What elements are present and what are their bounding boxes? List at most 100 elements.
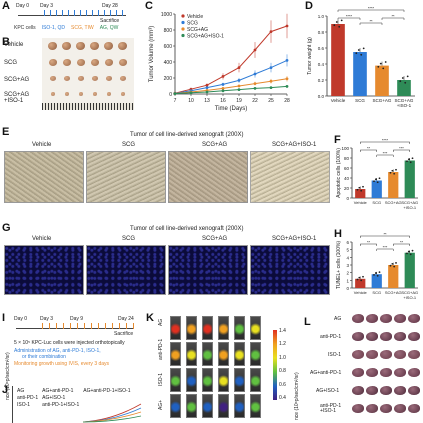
data-dot (374, 178, 377, 181)
x-tick-label: 19 (236, 98, 242, 104)
data-dot (362, 185, 364, 188)
y-tick-label: 400 (164, 60, 173, 66)
panel-e-title: Tumor of cell line-derived xenograft (20… (130, 132, 244, 138)
data-dot (389, 264, 392, 267)
data-dot (399, 80, 402, 83)
bar-3 (404, 160, 415, 198)
y-tick-label: 3 (346, 263, 349, 268)
sacrifice-label: Sacrifice (114, 331, 134, 337)
data-dot (358, 186, 361, 189)
data-dot (373, 180, 375, 183)
y-tick-label: 2 (346, 271, 349, 276)
organ-specimen (380, 350, 392, 359)
data-dot (356, 188, 359, 191)
ivis-mouse-image (250, 368, 261, 392)
tumor-specimen (63, 75, 70, 81)
organ-specimen (394, 350, 406, 359)
panel-label-f: F (334, 134, 341, 146)
sig-label: **** (346, 14, 353, 19)
panel-b-row-labels: Vehicle SCG SCG+AG SCG+AG +ISO-1 (4, 40, 42, 112)
data-dot (355, 52, 358, 55)
y-tick-label: 0.0 (318, 94, 325, 99)
sig-bracket (376, 154, 394, 157)
x-tick-label: 10 (188, 98, 194, 104)
he-image-scg (86, 151, 166, 203)
data-dot (373, 273, 375, 276)
row-label-anti-pd1-iso1: anti-PD-1 +ISO-1 (320, 403, 342, 414)
organ-specimen (366, 350, 378, 359)
tumor-specimen (76, 58, 85, 66)
data-dot (404, 81, 407, 84)
y-tick-label: 5 (346, 248, 349, 253)
row-label-iso1: ISO-1 (158, 372, 164, 386)
data-dot (362, 275, 364, 278)
legend-item: AG+anti-PD-1+ISO-1 (83, 388, 131, 394)
y-tick-label: 100 (341, 146, 349, 151)
ivis-mouse-image (202, 394, 213, 418)
day0-label: Day 0 (14, 316, 28, 322)
tumor-specimen (119, 75, 126, 81)
data-dot (401, 77, 404, 79)
legend-marker (181, 33, 185, 38)
legend-item: anti-PD-1 (17, 395, 39, 401)
note-monitoring: Monitoring growth using IVIS, every 3 da… (14, 361, 110, 367)
col-label-scg-ag-iso: SCG+AG+ISO-1 (272, 236, 317, 242)
y-tick-label: 600 (164, 44, 173, 50)
x-category-label: +ISO-1 (403, 205, 417, 210)
ivis-mouse-image (170, 316, 181, 340)
organ-specimen (352, 386, 364, 395)
organ-specimen (352, 332, 364, 341)
ivis-mouse-image (170, 368, 181, 392)
tumor-specimen (50, 92, 55, 96)
bar-3 (397, 80, 411, 96)
scale-tick: 1.4 (279, 328, 286, 334)
tunel-image-vehicle (4, 245, 84, 295)
data-dot (389, 171, 392, 174)
bar-0 (355, 278, 366, 288)
col-label-scg-ag: SCG+AG (202, 236, 228, 242)
sacrifice-label: Sacrifice (100, 18, 120, 24)
tumor-specimen (64, 92, 69, 96)
tumor-specimen (48, 42, 57, 50)
sig-bracket (337, 9, 405, 12)
ivis-mouse-image (234, 316, 245, 340)
tumor-specimen (106, 92, 111, 96)
day28-label: Day 28 (102, 3, 118, 9)
panel-label-c: C (145, 0, 153, 12)
x-category-label: +ISO-1 (403, 295, 417, 300)
data-dot (409, 253, 412, 256)
tunel-cells-chart: 0 1 2 3 4 5 6 TUNEL+ cells (100%) Vehicle SCG SCG+… (336, 232, 418, 301)
x-category-label: SCG (355, 98, 365, 103)
legend-label: Vehicle (187, 14, 203, 20)
panel-j-chart: nce (10⁸p/sec/cm²/sr) AG AG+anti-PD-1 AG… (5, 352, 142, 423)
ivis-mouse-image (234, 342, 245, 366)
x-axis-label: Time (Days) (215, 106, 247, 112)
scale-tick: 0.8 (279, 368, 286, 374)
ivis-mouse-image (202, 316, 213, 340)
data-dot (393, 265, 396, 268)
note-combination: or their combination (22, 354, 66, 360)
y-tick-label: 60 (344, 166, 350, 171)
y-tick-label: 20 (344, 186, 350, 191)
data-dot (411, 249, 414, 252)
panel-g-col-labels: Vehicle SCG SCG+AG SCG+AG+ISO-1 (4, 236, 326, 244)
panel-label-j: J (2, 384, 9, 396)
panel-a-timeline: Day 0 Day 3 Day 28 Sacrifice KPC cells I… (14, 3, 134, 33)
scale-tick: 0.4 (279, 395, 286, 401)
color-scale-label: nce (10⁸p/sec/cm²/sr) (294, 372, 300, 420)
sig-label: ** (367, 240, 371, 245)
sig-label: ** (369, 19, 373, 24)
panel-label-e: E (2, 126, 10, 138)
ivis-mouse-image (234, 368, 245, 392)
organ-specimen (408, 314, 420, 323)
data-dot (338, 25, 341, 28)
sig-label: *** (383, 151, 388, 156)
ivis-mouse-image (218, 394, 229, 418)
sig-label: ** (400, 240, 404, 245)
ivis-mouse-image (186, 316, 197, 340)
tumor-specimen (76, 42, 85, 50)
sig-label: *** (399, 146, 404, 151)
bar-1 (371, 180, 382, 198)
col-label-scg-ag-iso: SCG+AG+ISO-1 (272, 142, 317, 148)
